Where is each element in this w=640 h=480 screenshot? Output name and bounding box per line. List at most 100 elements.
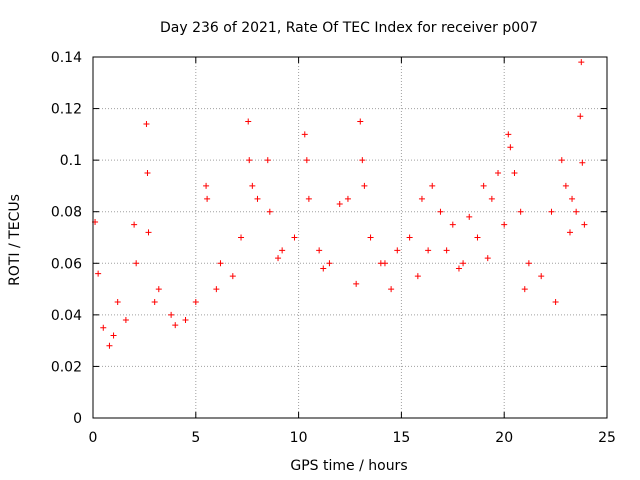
x-tick-label: 0 [89, 430, 98, 446]
data-point [100, 324, 107, 331]
grid [93, 57, 607, 418]
data-point [133, 260, 140, 267]
data-point [558, 157, 565, 164]
y-tick-label: 0.14 [51, 50, 82, 66]
data-point [246, 157, 253, 164]
data-point [344, 195, 351, 202]
data-point [357, 118, 364, 125]
data-point [443, 247, 450, 254]
data-point [361, 182, 368, 189]
data-point [143, 121, 150, 128]
data-point [114, 298, 121, 305]
data-point [151, 298, 158, 305]
data-point [414, 273, 421, 280]
data-point [275, 255, 282, 262]
data-point [303, 157, 310, 164]
data-point [418, 195, 425, 202]
y-tick-label: 0.08 [51, 205, 82, 221]
data-point [388, 286, 395, 293]
data-point [217, 260, 224, 267]
data-point [213, 286, 220, 293]
x-tick-labels: 0 5 10 15 20 25 [89, 430, 616, 446]
data-point [291, 234, 298, 241]
y-tick-labels: 0 0.02 0.04 0.06 0.08 0.1 0.12 0.14 [51, 50, 82, 427]
data-point [474, 234, 481, 241]
data-point [581, 221, 588, 228]
y-tick-label: 0.1 [60, 153, 82, 169]
data-point [566, 229, 573, 236]
data-point [192, 298, 199, 305]
data-point [203, 182, 210, 189]
data-point [264, 157, 271, 164]
x-tick-label: 10 [290, 430, 308, 446]
data-point [569, 195, 576, 202]
data-point [548, 208, 555, 215]
data-point [562, 182, 569, 189]
data-points [92, 59, 588, 349]
data-point [204, 195, 211, 202]
data-point [552, 298, 559, 305]
data-point [480, 182, 487, 189]
y-tick-label: 0 [73, 411, 82, 427]
data-point [238, 234, 245, 241]
data-point [484, 255, 491, 262]
data-point [394, 247, 401, 254]
x-tick-label: 15 [392, 430, 410, 446]
data-point [182, 317, 189, 324]
data-point [145, 229, 152, 236]
data-point [266, 208, 273, 215]
data-point [406, 234, 413, 241]
data-point [172, 322, 179, 329]
chart-title: Day 236 of 2021, Rate Of TEC Index for r… [160, 20, 538, 36]
y-axis-label: ROTI / TECUs [7, 194, 23, 286]
data-point [122, 317, 129, 324]
data-point [320, 265, 327, 272]
data-point [495, 170, 502, 177]
data-point [301, 131, 308, 138]
data-point [95, 270, 102, 277]
data-point [316, 247, 323, 254]
data-point [367, 234, 374, 241]
data-point [525, 260, 532, 267]
data-point [144, 170, 151, 177]
data-point [507, 144, 514, 151]
data-point [573, 208, 580, 215]
data-point [131, 221, 138, 228]
data-point [579, 159, 586, 166]
data-point [455, 265, 462, 272]
data-point [577, 113, 584, 120]
x-tick-label: 5 [191, 430, 200, 446]
data-point [425, 247, 432, 254]
data-point [521, 286, 528, 293]
data-point [460, 260, 467, 267]
y-tick-label: 0.06 [51, 256, 82, 272]
y-tick-label: 0.12 [51, 102, 82, 118]
data-point [466, 213, 473, 220]
x-tick-label: 25 [598, 430, 616, 446]
data-point [106, 342, 113, 349]
axis-ticks [92, 56, 608, 419]
data-point [110, 332, 117, 339]
data-point [488, 195, 495, 202]
data-point [381, 260, 388, 267]
data-point [245, 118, 252, 125]
x-axis-label: GPS time / hours [290, 458, 407, 474]
data-point [449, 221, 456, 228]
data-point [229, 273, 236, 280]
data-point [359, 157, 366, 164]
x-tick-label: 20 [495, 430, 513, 446]
y-tick-label: 0.02 [51, 359, 82, 375]
data-point [517, 208, 524, 215]
data-point [254, 195, 261, 202]
data-point [437, 208, 444, 215]
plot-frame [92, 56, 608, 419]
data-point [336, 200, 343, 207]
y-tick-label: 0.04 [51, 308, 82, 324]
data-point [249, 182, 256, 189]
data-point [429, 182, 436, 189]
data-point [326, 260, 333, 267]
data-point [578, 59, 585, 66]
data-point [279, 247, 286, 254]
data-point [353, 280, 360, 287]
